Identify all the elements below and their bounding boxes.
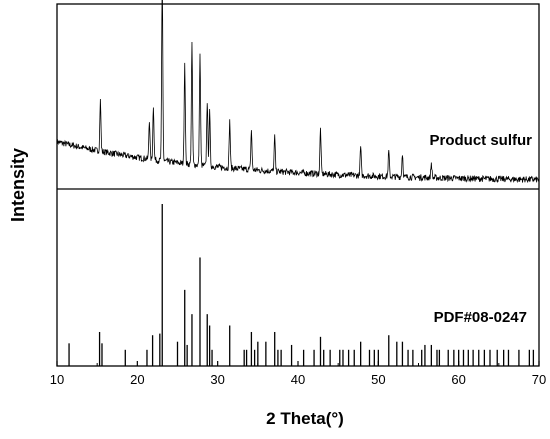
y-axis-label: Intensity <box>8 148 28 222</box>
x-tick-label: 20 <box>130 372 144 387</box>
x-tick-label: 70 <box>532 372 546 387</box>
reference-pattern-label: PDF#08-0247 <box>434 309 527 326</box>
x-tick-label: 30 <box>210 372 224 387</box>
x-tick-label: 10 <box>50 372 64 387</box>
x-axis-ticks <box>56 361 540 366</box>
product-sulfur-panel <box>56 0 540 184</box>
reference-pattern-panel <box>68 204 535 366</box>
x-axis-tick-labels: 10 20 30 40 50 60 70 <box>50 372 546 387</box>
product-sulfur-label: Product sulfur <box>429 132 532 149</box>
x-tick-label: 60 <box>451 372 465 387</box>
x-axis-label: 2 Theta(°) <box>266 409 344 428</box>
x-tick-label: 50 <box>371 372 385 387</box>
series-line-product-sulfur <box>56 0 540 184</box>
x-tick-label: 40 <box>291 372 305 387</box>
